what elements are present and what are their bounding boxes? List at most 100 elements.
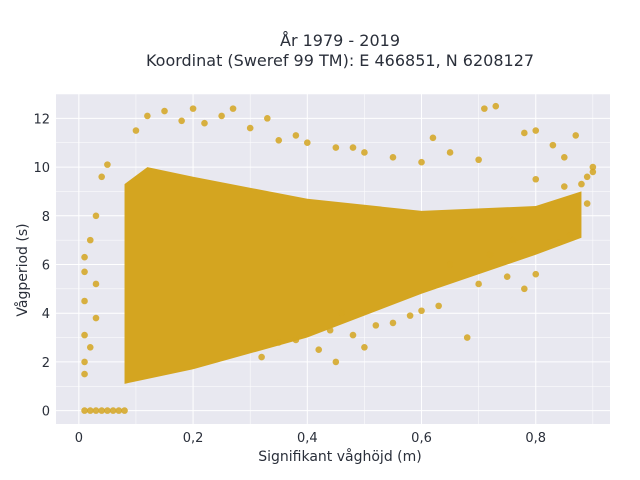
data-point [561, 154, 568, 161]
data-point [349, 331, 357, 339]
data-point [475, 280, 482, 288]
data-point [218, 112, 225, 120]
data-point [81, 297, 88, 305]
data-point [509, 236, 517, 244]
data-point [81, 358, 88, 366]
data-point [86, 343, 94, 351]
y-tick-label: 2 [42, 356, 50, 371]
data-point [92, 314, 100, 322]
data-point [389, 319, 397, 327]
dense-point-cloud [124, 167, 582, 384]
data-point [332, 144, 340, 151]
data-point [566, 231, 574, 239]
data-point [583, 173, 591, 181]
data-point [98, 407, 105, 414]
data-point [229, 105, 237, 112]
data-point [429, 134, 437, 142]
y-tick-label: 10 [33, 161, 50, 176]
x-tick-label: 0 [75, 431, 83, 446]
y-tick-label: 8 [42, 210, 50, 225]
data-point [406, 312, 414, 319]
scatter-points [81, 102, 597, 414]
data-point [338, 309, 345, 317]
data-point [589, 163, 597, 171]
data-point [521, 285, 528, 293]
y-axis-ticks: 0 2 4 6 8 10 12 [33, 112, 50, 419]
data-point [532, 175, 540, 183]
data-point [361, 343, 368, 351]
data-point [481, 105, 488, 112]
data-point [275, 339, 283, 346]
data-point [492, 102, 500, 110]
data-point [572, 132, 580, 139]
data-point [81, 370, 88, 378]
data-point [418, 158, 425, 166]
data-point [98, 173, 105, 181]
data-point [81, 253, 88, 261]
data-point [555, 239, 562, 246]
data-point [161, 107, 168, 115]
data-point [81, 268, 88, 276]
data-point [446, 261, 454, 268]
x-axis-label: Signifikant våghöjd (m) [258, 448, 421, 465]
data-point [86, 407, 94, 414]
data-point [435, 302, 442, 310]
x-axis-ticks: 0 0,2 0,4 0,6 0,8 [75, 431, 546, 446]
data-point [104, 407, 111, 414]
data-point [275, 136, 283, 144]
data-point [583, 200, 591, 207]
data-point [258, 353, 265, 361]
x-tick-label: 0,8 [525, 431, 546, 446]
data-point [389, 154, 397, 161]
data-point [109, 407, 117, 414]
data-point [349, 144, 357, 151]
data-point [326, 326, 334, 334]
y-tick-label: 4 [42, 307, 50, 322]
data-point [532, 270, 540, 278]
data-point [81, 407, 88, 414]
data-point [418, 307, 425, 315]
y-tick-label: 12 [33, 112, 50, 127]
dense-region-shape [124, 167, 582, 384]
data-point [201, 119, 208, 127]
data-point [178, 117, 185, 125]
data-point [486, 251, 494, 259]
chart-title: År 1979 - 2019 [280, 31, 400, 50]
data-point [463, 334, 471, 341]
data-point [104, 161, 111, 168]
data-point [521, 129, 528, 137]
x-tick-label: 0,2 [183, 431, 204, 446]
x-tick-label: 0,6 [411, 431, 432, 446]
data-point [264, 115, 271, 122]
data-point [578, 180, 585, 188]
data-point [92, 212, 100, 220]
data-point [86, 236, 94, 244]
y-tick-label: 0 [42, 405, 50, 420]
data-point [92, 407, 100, 414]
data-point [292, 336, 300, 344]
data-point [92, 280, 100, 288]
data-point [303, 139, 311, 147]
data-point [561, 183, 568, 190]
data-point [549, 141, 557, 149]
data-point [503, 273, 511, 280]
data-point [475, 156, 482, 164]
data-point [532, 127, 540, 134]
data-point [144, 112, 151, 120]
data-point [589, 168, 597, 176]
chart-subtitle: Koordinat (Sweref 99 TM): E 466851, N 62… [146, 51, 534, 70]
y-axis-label: Vågperiod (s) [14, 223, 31, 316]
data-point [292, 132, 300, 139]
x-tick-label: 0,4 [297, 431, 318, 446]
data-point [315, 346, 323, 354]
data-point [246, 124, 254, 132]
data-point [121, 407, 128, 414]
data-point [446, 149, 454, 156]
data-point [189, 105, 197, 112]
data-point [115, 407, 123, 414]
data-point [332, 358, 340, 366]
data-point [132, 127, 140, 134]
data-point [361, 149, 368, 156]
y-tick-label: 6 [42, 258, 50, 273]
